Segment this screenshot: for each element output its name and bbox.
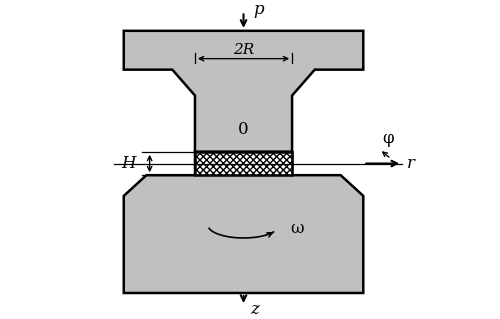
Polygon shape — [195, 152, 292, 175]
Text: p: p — [253, 1, 264, 18]
Polygon shape — [124, 152, 364, 293]
Text: φ: φ — [382, 130, 394, 147]
Text: z: z — [250, 301, 259, 318]
Text: 2R: 2R — [233, 42, 254, 56]
Text: H: H — [122, 155, 136, 172]
Text: r: r — [406, 155, 414, 172]
Text: ω: ω — [290, 220, 304, 237]
Polygon shape — [124, 31, 364, 152]
Text: 0: 0 — [238, 121, 249, 138]
